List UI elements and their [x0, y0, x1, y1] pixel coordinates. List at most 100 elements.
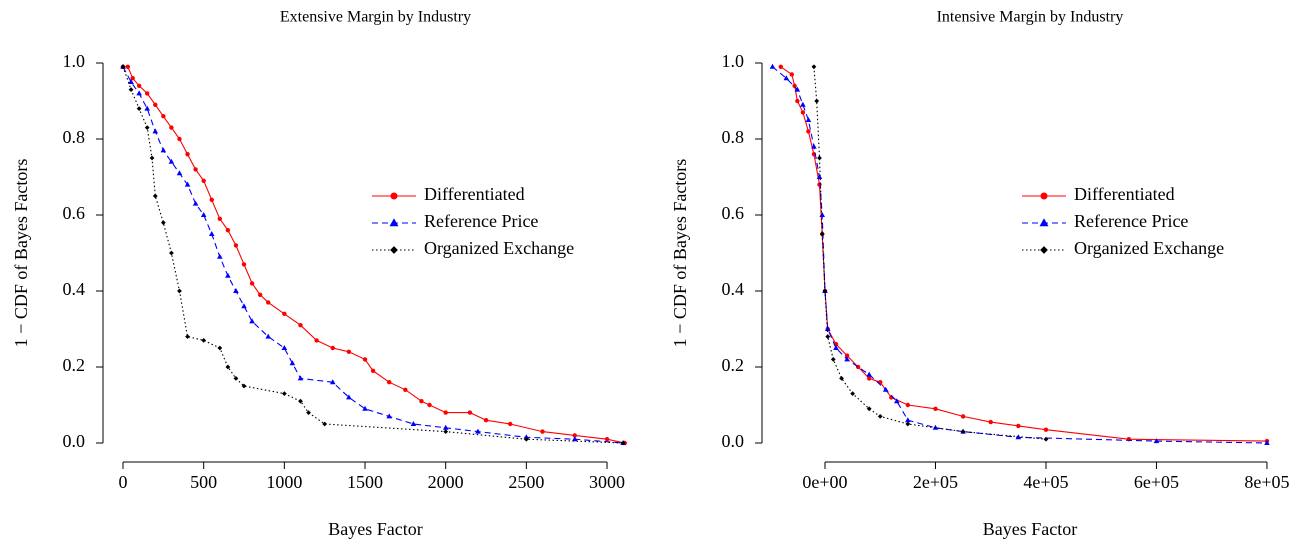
point: [866, 376, 872, 381]
y-tick-label: 0.4: [722, 279, 745, 299]
point: [386, 413, 393, 419]
point: [257, 292, 263, 297]
point: [882, 386, 889, 392]
point: [152, 128, 159, 134]
point: [830, 357, 836, 362]
point: [443, 410, 448, 415]
point: [523, 434, 530, 440]
point: [811, 143, 817, 149]
point: [778, 64, 783, 70]
point: [233, 288, 239, 293]
point: [960, 414, 966, 419]
point: [217, 345, 223, 351]
y-tick-label: 0.0: [63, 431, 86, 451]
point: [850, 391, 856, 396]
point: [795, 98, 800, 104]
point: [1040, 192, 1048, 200]
point: [960, 429, 966, 434]
x-axis-label: Bayes Factor: [983, 519, 1077, 539]
point: [225, 228, 231, 233]
point: [817, 155, 822, 161]
y-tick-label: 0.8: [63, 127, 86, 147]
point: [330, 345, 335, 351]
point: [1043, 427, 1049, 432]
x-tick-label: 0: [119, 472, 128, 492]
point: [322, 421, 328, 427]
y-tick-label: 0.0: [722, 431, 745, 451]
y-axis-label: 1 − CDF of Bayes Factors: [670, 159, 690, 348]
point: [789, 72, 795, 77]
point: [241, 383, 247, 389]
point: [160, 220, 166, 225]
point: [419, 399, 424, 404]
point: [149, 155, 155, 161]
y-tick-label: 0.6: [722, 203, 745, 223]
point: [822, 288, 828, 294]
point: [783, 75, 790, 81]
point: [185, 152, 190, 157]
point: [200, 212, 207, 217]
point: [390, 192, 398, 200]
series-line: [813, 66, 1047, 440]
point: [225, 272, 231, 278]
point: [825, 334, 831, 339]
point: [266, 300, 271, 305]
y-tick-label: 0.8: [722, 127, 745, 147]
y-tick-label: 1.0: [722, 51, 745, 71]
x-axis-label: Bayes Factor: [328, 519, 422, 539]
point: [1264, 440, 1270, 445]
point: [1043, 436, 1049, 442]
point: [144, 105, 151, 111]
point: [136, 83, 142, 89]
y-axis-label: 1 − CDF of Bayes Factors: [11, 159, 31, 348]
point: [346, 394, 352, 400]
point: [346, 349, 352, 354]
point: [1153, 438, 1160, 444]
point: [281, 345, 288, 350]
point: [839, 376, 844, 381]
y-tick-label: 0.2: [63, 355, 86, 375]
point: [604, 437, 610, 442]
point: [905, 402, 911, 408]
point: [483, 418, 489, 423]
y-tick-label: 0.2: [722, 355, 745, 375]
x-tick-label: 0e+00: [802, 472, 847, 492]
point: [160, 147, 167, 153]
point: [130, 76, 135, 81]
point: [161, 114, 166, 119]
point: [988, 419, 993, 425]
point: [571, 436, 578, 442]
legend-label: Reference Price: [1074, 211, 1188, 231]
point: [1040, 246, 1048, 254]
y-tick-label: 0.6: [63, 203, 86, 223]
point: [403, 387, 408, 392]
point: [572, 433, 577, 438]
point: [794, 86, 801, 92]
legend-label: Differentiated: [424, 184, 525, 204]
point: [844, 353, 850, 358]
point: [185, 334, 190, 339]
legend-label: Differentiated: [1074, 184, 1175, 204]
point: [819, 212, 826, 217]
point: [306, 410, 311, 415]
point: [894, 398, 900, 404]
point: [362, 405, 368, 411]
point: [176, 170, 183, 176]
point: [193, 167, 198, 172]
x-tick-label: 2e+05: [913, 472, 958, 492]
point: [217, 216, 223, 221]
point: [805, 117, 812, 122]
point: [125, 64, 131, 70]
point: [814, 98, 820, 104]
point: [169, 125, 174, 130]
point: [249, 281, 255, 286]
x-tick-label: 6e+05: [1134, 472, 1179, 492]
point: [136, 106, 142, 111]
point: [201, 178, 206, 183]
point: [177, 136, 182, 142]
point: [410, 421, 417, 426]
point: [800, 110, 806, 115]
x-tick-label: 2000: [428, 472, 464, 492]
series-line: [772, 66, 1268, 444]
